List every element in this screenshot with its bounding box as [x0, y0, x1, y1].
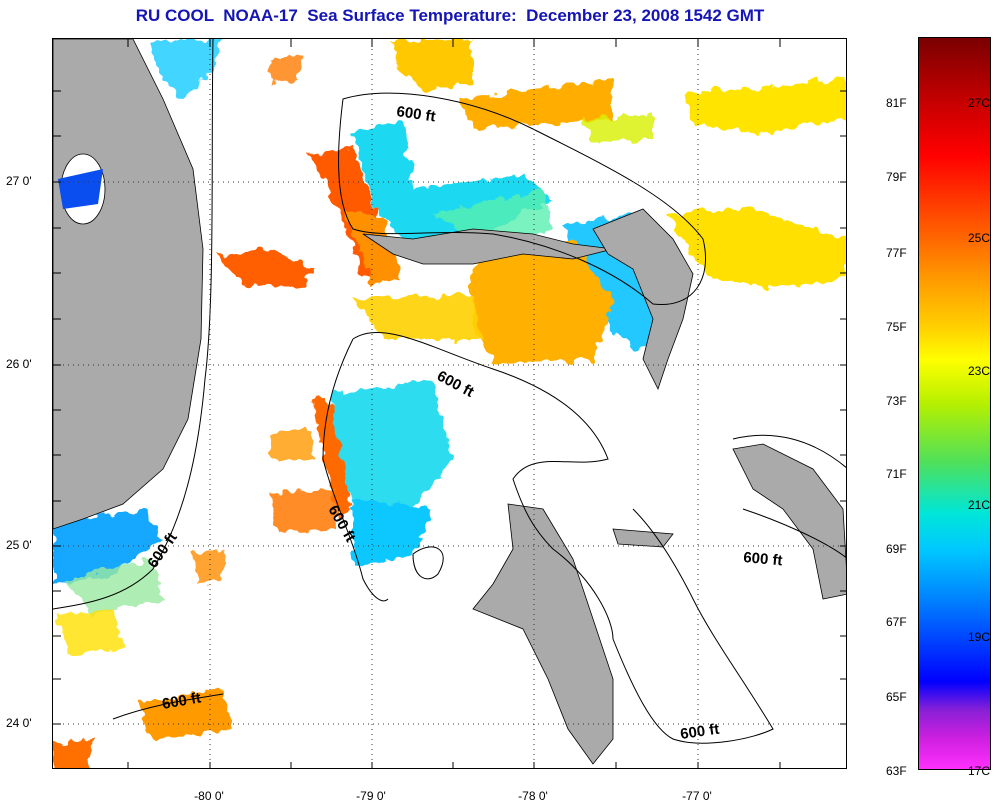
sst-patch [193, 549, 228, 584]
sst-patch [63, 559, 163, 614]
colorbar-label-f: 81F [886, 96, 907, 110]
sst-map-canvas: 600 ft 600 ft 600 ft 600 ft 600 ft 600 f… [53, 39, 846, 768]
lon-label-80: -80 0' [194, 789, 224, 803]
sst-patch [353, 499, 433, 569]
andros-land [472, 503, 614, 765]
colorbar-label-c: 25C [968, 231, 991, 245]
contour-label: 600 ft [161, 689, 203, 713]
isobath-line [53, 39, 214, 610]
colorbar-label-c: 17C [968, 764, 991, 778]
isobath-contours [53, 39, 846, 744]
lat-label-27: 27 0' [6, 174, 32, 188]
colorbar-label-f: 75F [886, 320, 907, 334]
florida-land [53, 39, 204, 530]
isobath-line [322, 338, 389, 602]
colorbar-label-c: 21C [968, 498, 991, 512]
sst-map: 600 ft 600 ft 600 ft 600 ft 600 ft 600 f… [52, 38, 847, 769]
colorbar-label-f: 69F [886, 542, 907, 556]
colorbar-label-f: 73F [886, 394, 907, 408]
sst-patch [353, 294, 483, 339]
sst-patch [268, 54, 303, 84]
colorbar-label-f: 77F [886, 246, 907, 260]
isobath-line [732, 434, 846, 469]
contour-label: 600 ft [679, 721, 720, 743]
colorbar-label-f: 67F [886, 615, 907, 629]
isobath-line [352, 331, 774, 744]
colorbar-label-c: 27C [968, 96, 991, 110]
colorbar-label-f: 63F [886, 764, 907, 778]
isobath-line [412, 546, 444, 580]
temperature-colorbar [918, 37, 991, 770]
island-land [612, 528, 674, 548]
isobath-line [742, 508, 846, 559]
lon-label-78: -78 0' [518, 789, 548, 803]
contour-label: 600 ft [395, 103, 436, 125]
colorbar-label-f: 79F [886, 170, 907, 184]
sst-patch [668, 209, 846, 289]
sst-patch [58, 609, 123, 654]
lake-okeechobee-sst [58, 169, 103, 209]
isobath-line [112, 693, 224, 720]
abaco-land [592, 208, 694, 391]
contour-label: 600 ft [434, 368, 477, 401]
sst-patch [393, 39, 473, 89]
map-title: RU COOL NOAA-17 Sea Surface Temperature:… [135, 6, 765, 25]
sst-patch [218, 249, 313, 289]
sst-patch [268, 489, 338, 534]
sst-patch [268, 429, 313, 459]
lat-label-25: 25 0' [6, 538, 32, 552]
colorbar-label-c: 23C [968, 364, 991, 378]
lat-label-24: 24 0' [6, 716, 32, 730]
frame-ticks [53, 39, 846, 768]
lat-label-26: 26 0' [6, 357, 32, 371]
colorbar-label-c: 19C [968, 630, 991, 644]
lon-label-79: -79 0' [356, 789, 386, 803]
sst-patch [148, 39, 223, 99]
grand-bahama-land [362, 228, 614, 265]
sst-patch [323, 379, 453, 509]
lon-label-77: -77 0' [682, 789, 712, 803]
sst-patch [473, 239, 613, 364]
sst-patch [683, 79, 846, 134]
sst-patch [311, 394, 353, 519]
land [53, 39, 846, 765]
sst-patch [53, 739, 93, 768]
eleuthera-land [732, 443, 846, 600]
graticule [53, 39, 846, 768]
sst-patch [583, 114, 653, 144]
sst-patch [343, 209, 403, 284]
colorbar-label-f: 71F [886, 467, 907, 481]
colorbar-label-f: 65F [886, 690, 907, 704]
contour-label: 600 ft [743, 549, 784, 569]
sst-patch [138, 689, 233, 739]
isobath-line [338, 92, 707, 306]
sst-patch [458, 79, 613, 129]
